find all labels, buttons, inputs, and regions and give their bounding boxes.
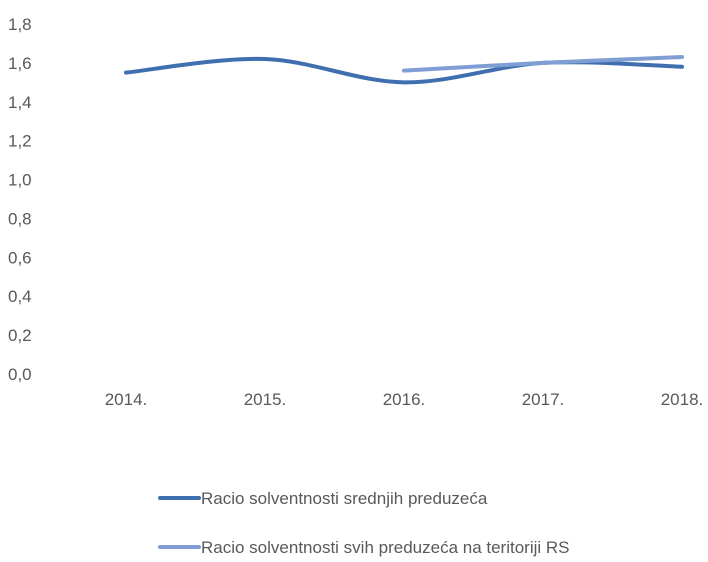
y-tick-label: 0,4 — [8, 287, 32, 306]
x-axis-ticks: 2014. 2015. 2016. 2017. 2018. — [105, 390, 704, 409]
series-lines — [124, 55, 684, 85]
y-tick-label: 0,2 — [8, 326, 32, 345]
y-tick-label: 0,0 — [8, 365, 32, 384]
y-tick-label: 1,8 — [8, 15, 32, 34]
y-tick-label: 1,4 — [8, 93, 32, 112]
y-axis-ticks: 0,0 0,2 0,4 0,6 0,8 1,0 1,2 1,4 1,6 1,8 — [8, 15, 32, 384]
y-tick-label: 1,2 — [8, 132, 32, 151]
y-tick-label: 0,8 — [8, 209, 32, 228]
y-tick-label: 1,0 — [8, 171, 32, 190]
x-tick-label: 2018. — [661, 390, 704, 409]
x-tick-label: 2015. — [244, 390, 287, 409]
x-tick-label: 2017. — [522, 390, 565, 409]
x-tick-label: 2014. — [105, 390, 148, 409]
legend-label-1: Racio solventnosti srednjih preduzeća — [201, 489, 488, 508]
y-tick-label: 1,6 — [8, 54, 32, 73]
legend: Racio solventnosti srednjih preduzeća Rac… — [158, 489, 570, 557]
x-tick-label: 2016. — [383, 390, 426, 409]
legend-label-2: Racio solventnosti svih preduzeća na ter… — [201, 538, 570, 557]
series-line-2 — [402, 55, 684, 73]
y-tick-label: 0,6 — [8, 248, 32, 267]
